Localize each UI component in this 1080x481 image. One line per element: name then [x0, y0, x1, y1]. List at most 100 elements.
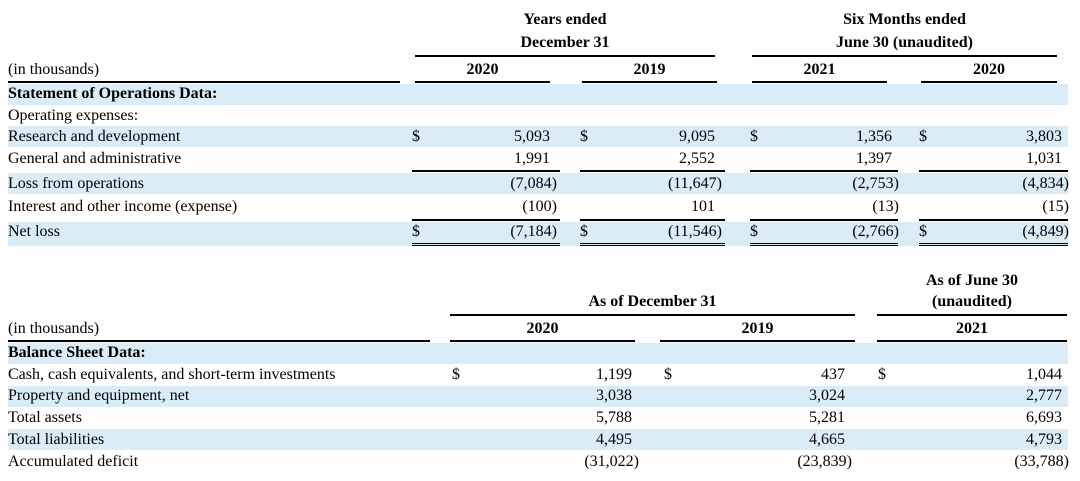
cell-value: (100): [522, 198, 557, 215]
subtotal-rule: [412, 170, 560, 172]
row-label: Interest and other income (expense): [8, 198, 238, 215]
double-rule: [412, 243, 560, 246]
currency-symbol: $: [664, 366, 672, 383]
cell-value: 1,044: [1026, 366, 1062, 383]
cell-value: (13): [872, 198, 899, 215]
unit-label: (in thousands): [8, 61, 100, 78]
row-band: [8, 84, 1068, 105]
currency-symbol: $: [412, 223, 420, 240]
header-six-months-line1: Six Months ended: [843, 11, 966, 28]
row-band: [8, 173, 1068, 194]
header-six-months-line2: June 30 (unaudited): [836, 34, 973, 51]
cell-value: (15): [1042, 198, 1069, 215]
double-rule: [580, 243, 725, 246]
cell-value: (11,546): [667, 223, 722, 240]
total-rule: [580, 219, 725, 221]
cell-value: (2,753): [852, 175, 899, 192]
cell-value: 1,397: [856, 150, 892, 167]
header-as-of-june-line1: As of June 30: [925, 272, 1018, 289]
cell-value: (4,849): [1022, 223, 1069, 240]
year-rule: [660, 340, 855, 342]
unit-label: (in thousands): [8, 320, 100, 337]
double-rule: [919, 243, 1068, 246]
year-rule: [921, 81, 1057, 83]
row-label: Net loss: [8, 223, 60, 240]
total-rule: [750, 219, 898, 221]
row-label: Accumulated deficit: [8, 453, 139, 470]
year-rule: [582, 81, 717, 83]
row-band: [8, 343, 1068, 364]
subhead: Operating expenses:: [8, 107, 139, 124]
cell-value: 3,038: [596, 387, 632, 404]
section-title: Balance Sheet Data:: [8, 344, 146, 361]
col-year: 2020: [973, 61, 1005, 78]
subtotal-rule: [919, 170, 1068, 172]
cell-value: 101: [691, 198, 715, 215]
currency-symbol: $: [919, 128, 927, 145]
row-label: Total assets: [8, 409, 82, 426]
col-year: 2020: [466, 61, 499, 78]
cell-value: (2,766): [852, 223, 899, 240]
cell-value: (7,184): [510, 223, 557, 240]
cell-value: 5,788: [596, 409, 632, 426]
col-year: 2019: [633, 61, 666, 78]
currency-symbol: $: [580, 128, 588, 145]
header-rule: [877, 314, 1067, 316]
row-band: [8, 222, 1068, 246]
cell-value: (31,022): [584, 453, 639, 470]
unit-rule: [8, 340, 430, 342]
col-year: 2021: [803, 61, 836, 78]
header-rule: [752, 55, 1057, 57]
cell-value: 4,665: [809, 431, 845, 448]
header-rule: [450, 314, 855, 316]
cell-value: 6,693: [1026, 409, 1062, 426]
unit-rule: [8, 81, 400, 83]
cell-value: (23,839): [797, 453, 852, 470]
col-year: 2019: [741, 320, 774, 337]
col-year: 2021: [956, 320, 988, 337]
currency-symbol: $: [580, 223, 588, 240]
row-label: Loss from operations: [8, 175, 144, 192]
cell-value: 5,281: [809, 409, 845, 426]
subtotal-rule: [580, 170, 725, 172]
cell-value: 1,199: [596, 366, 632, 383]
cell-value: 2,777: [1026, 387, 1062, 404]
row-label: Research and development: [8, 128, 181, 145]
row-band: [8, 126, 1068, 147]
header-years-ended-line1: Years ended: [523, 11, 607, 28]
currency-symbol: $: [452, 366, 460, 383]
cell-value: 2,552: [679, 150, 715, 167]
section-title: Statement of Operations Data:: [8, 85, 218, 102]
year-rule: [450, 340, 635, 342]
year-rule: [415, 81, 550, 83]
year-rule: [752, 81, 887, 83]
currency-symbol: $: [750, 223, 758, 240]
currency-symbol: $: [878, 366, 886, 383]
cell-value: 1,356: [856, 128, 892, 145]
subtotal-rule: [750, 170, 898, 172]
cell-value: 1,991: [514, 150, 550, 167]
cell-value: 9,095: [679, 128, 715, 145]
header-rule: [415, 55, 715, 57]
row-band: [8, 429, 1068, 450]
cell-value: (7,084): [510, 175, 557, 192]
cell-value: (11,647): [667, 175, 722, 192]
cell-value: 3,803: [1026, 128, 1062, 145]
currency-symbol: $: [919, 223, 927, 240]
cell-value: 5,093: [514, 128, 550, 145]
header-years-ended-line2: December 31: [520, 34, 610, 51]
cell-value: (4,834): [1022, 175, 1069, 192]
currency-symbol: $: [750, 128, 758, 145]
cell-value: (33,788): [1014, 453, 1069, 470]
cell-value: 3,024: [809, 387, 845, 404]
row-label: Property and equipment, net: [8, 387, 190, 404]
row-label: Cash, cash equivalents, and short-term i…: [8, 366, 336, 383]
row-label: General and administrative: [8, 150, 182, 167]
cell-value: 1,031: [1026, 150, 1062, 167]
row-label: Total liabilities: [8, 431, 105, 448]
row-band: [8, 386, 1068, 407]
year-rule: [877, 340, 1067, 342]
header-as-of-june-line2: (unaudited): [931, 293, 1013, 310]
header-as-of-december: As of December 31: [588, 293, 717, 310]
total-rule: [412, 219, 560, 221]
